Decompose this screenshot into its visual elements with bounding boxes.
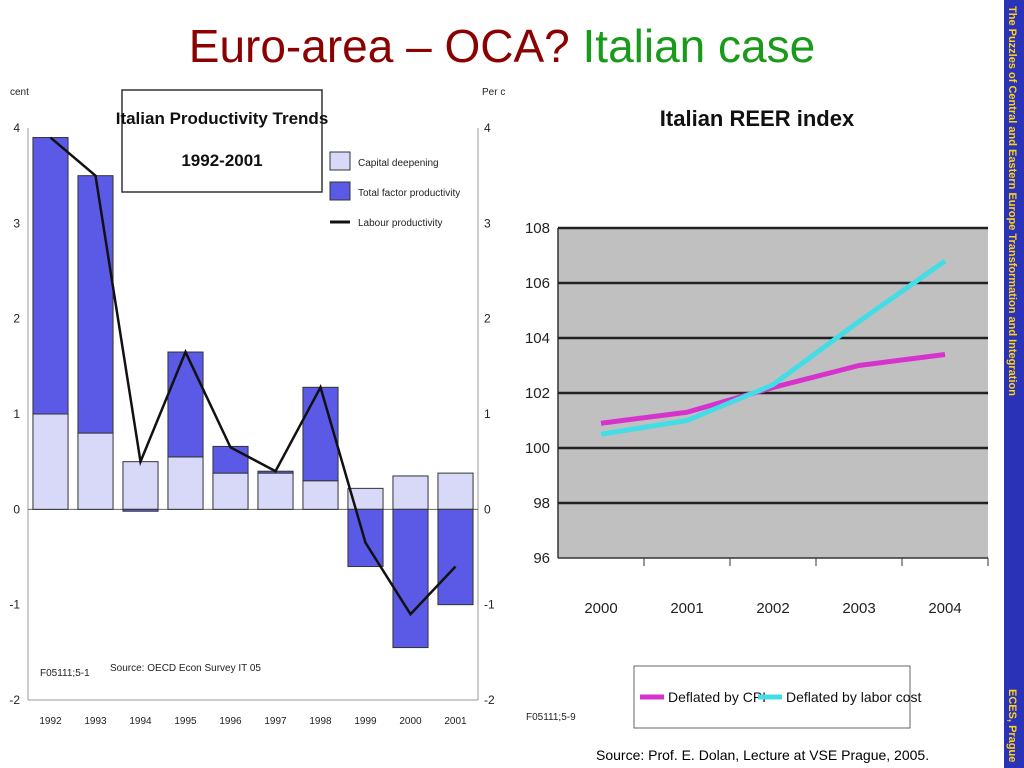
bar-total-factor-productivity: [437, 508, 474, 606]
reer-plot-area: [558, 228, 988, 558]
productivity-ytick-left: 2: [13, 312, 20, 326]
productivity-xtick: 1997: [264, 716, 287, 727]
line-labour-productivity: [49, 136, 457, 617]
reer-ytick: 98: [533, 495, 550, 512]
legend-label-tfp: Total factor productivity: [358, 188, 460, 199]
productivity-xtick: 1998: [309, 716, 332, 727]
reer-legend: [633, 665, 911, 729]
reer-ytick: 108: [525, 220, 550, 237]
productivity-subtitle: 1992-2001: [181, 151, 262, 170]
reer-ytick: 100: [525, 440, 550, 457]
productivity-xtick: 1995: [174, 716, 197, 727]
productivity-ytick-left: -2: [9, 693, 20, 707]
bar-capital-deepening: [122, 461, 159, 510]
line-deflated-by-cpi: [600, 352, 946, 426]
reer-xtick: 2002: [756, 600, 789, 617]
legend-label-labour: Labour productivity: [358, 218, 443, 229]
legend-label-cpi: Deflated by CPI: [668, 689, 766, 705]
productivity-xtick: 1994: [129, 716, 152, 727]
bar-total-factor-productivity: [212, 445, 249, 474]
bar-total-factor-productivity: [122, 508, 159, 512]
productivity-ytick-left: 3: [13, 216, 20, 230]
reer-xtick: 2003: [842, 600, 875, 617]
legend-swatch-tfp: [329, 181, 351, 201]
reer-ytick: 96: [533, 550, 550, 567]
productivity-xtick: 1999: [354, 716, 377, 727]
reer-xtick: 2001: [670, 600, 703, 617]
bar-capital-deepening: [392, 475, 429, 510]
productivity-ytick-left: 0: [13, 502, 20, 516]
reer-ytick: 102: [525, 385, 550, 402]
productivity-legend: Capital deepening Total factor productiv…: [329, 151, 460, 229]
bar-capital-deepening: [77, 432, 114, 510]
legend-label-labor: Deflated by labor cost: [786, 689, 922, 705]
legend-swatch-capital: [329, 151, 351, 171]
productivity-xtick: 1992: [39, 716, 62, 727]
reer-ytick: 104: [525, 330, 550, 347]
side-bar: The Puzzles of Central and Eastern Europ…: [1004, 0, 1024, 768]
productivity-ytick-left: -1: [9, 598, 20, 612]
reer-xtick: 2000: [584, 600, 617, 617]
productivity-ytick-right: -2: [484, 693, 495, 707]
productivity-xtick: 1993: [84, 716, 107, 727]
productivity-annotation-source: Source: OECD Econ Survey IT 05: [110, 663, 261, 674]
bar-total-factor-productivity: [32, 137, 69, 415]
productivity-title: Italian Productivity Trends: [116, 109, 329, 128]
bar-total-factor-productivity: [392, 508, 429, 649]
reer-xtick: 2004: [928, 600, 961, 617]
bar-total-factor-productivity: [347, 508, 384, 568]
productivity-ytick-right: 4: [484, 121, 491, 135]
bar-capital-deepening: [212, 472, 249, 510]
productivity-ytick-right: 3: [484, 216, 491, 230]
productivity-xtick: 1996: [219, 716, 242, 727]
legend-label-capital: Capital deepening: [358, 158, 439, 169]
productivity-ytick-right: 2: [484, 312, 491, 326]
bar-capital-deepening: [167, 456, 204, 510]
side-bar-text: The Puzzles of Central and Eastern Europ…: [1006, 6, 1018, 396]
side-bar-text-bottom: ECES, Prague: [1006, 688, 1018, 762]
bar-total-factor-productivity: [77, 175, 114, 434]
productivity-annotation-id: F05111;5-1: [40, 668, 90, 679]
reer-annotation-id: F05111;5-9: [526, 712, 576, 723]
slide-title-part1: Euro-area – OCA?: [188, 20, 570, 72]
productivity-ytick-left: 1: [13, 407, 20, 421]
bar-capital-deepening: [437, 472, 474, 510]
productivity-ylabel-right: Per c: [482, 87, 505, 98]
reer-ytick: 106: [525, 275, 550, 292]
productivity-ytick-left: 4: [13, 121, 20, 135]
productivity-ylabel-left: cent: [10, 87, 29, 98]
productivity-ytick-right: 1: [484, 407, 491, 421]
bar-capital-deepening: [302, 480, 339, 510]
reer-title: Italian REER index: [660, 106, 855, 131]
productivity-chart: cent Per c -2 -2 -1 -1 0 0 1 1 2 2 3 3 4 4 1992 1993 19…: [9, 87, 505, 727]
bar-total-factor-productivity: [167, 351, 204, 458]
bar-capital-deepening: [32, 413, 69, 510]
productivity-title-box: [121, 89, 323, 193]
productivity-xtick: 2001: [444, 716, 467, 727]
productivity-ytick-right: -1: [484, 598, 495, 612]
bar-capital-deepening: [257, 472, 294, 510]
line-deflated-by-labor-cost: [600, 258, 947, 437]
productivity-ytick-right: 0: [484, 502, 491, 516]
slide-title-part2: Italian case: [582, 20, 816, 72]
bar-total-factor-productivity: [302, 386, 339, 482]
footer-source: Source: Prof. E. Dolan, Lecture at VSE P…: [596, 747, 930, 763]
slide-title: Euro-area – OCA? Italian case: [0, 18, 1004, 74]
productivity-xtick: 2000: [399, 716, 422, 727]
